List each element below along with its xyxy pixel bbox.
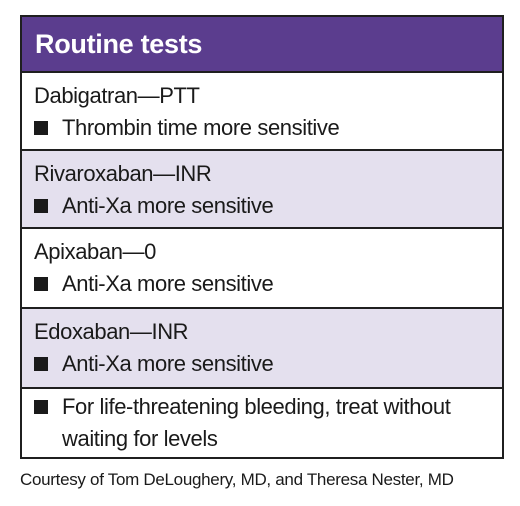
bullet-text: Anti-Xa more sensitive	[62, 351, 274, 376]
routine-tests-panel: Routine tests Dabigatran—PTT Thrombin ti…	[20, 15, 504, 459]
bullet-line: For life-threatening bleeding, treat wit…	[34, 391, 490, 455]
square-bullet-icon	[34, 400, 48, 414]
bleeding-note-row: For life-threatening bleeding, treat wit…	[22, 387, 502, 457]
drug-heading: Dabigatran—PTT	[34, 83, 200, 108]
bullet-line: Anti-Xa more sensitive	[34, 190, 490, 222]
test-row-edoxaban: Edoxaban—INR Anti-Xa more sensitive	[22, 307, 502, 387]
bullet-text: For life-threatening bleeding, treat wit…	[62, 394, 451, 451]
drug-heading: Rivaroxaban—INR	[34, 161, 212, 186]
drug-heading: Apixaban—0	[34, 239, 156, 264]
bullet-line: Thrombin time more sensitive	[34, 112, 490, 144]
bullet-line: Anti-Xa more sensitive	[34, 268, 490, 300]
bullet-text: Anti-Xa more sensitive	[62, 193, 274, 218]
drug-heading: Edoxaban—INR	[34, 319, 189, 344]
test-row-dabigatran: Dabigatran—PTT Thrombin time more sensit…	[22, 71, 502, 149]
test-row-rivaroxaban: Rivaroxaban—INR Anti-Xa more sensitive	[22, 149, 502, 227]
bullet-text: Anti-Xa more sensitive	[62, 271, 274, 296]
credit-line: Courtesy of Tom DeLoughery, MD, and Ther…	[20, 470, 454, 489]
square-bullet-icon	[34, 277, 48, 291]
bullet-line: Anti-Xa more sensitive	[34, 348, 490, 380]
panel-title: Routine tests	[22, 17, 502, 71]
square-bullet-icon	[34, 199, 48, 213]
square-bullet-icon	[34, 357, 48, 371]
square-bullet-icon	[34, 121, 48, 135]
bullet-text: Thrombin time more sensitive	[62, 115, 340, 140]
test-row-apixaban: Apixaban—0 Anti-Xa more sensitive	[22, 227, 502, 307]
